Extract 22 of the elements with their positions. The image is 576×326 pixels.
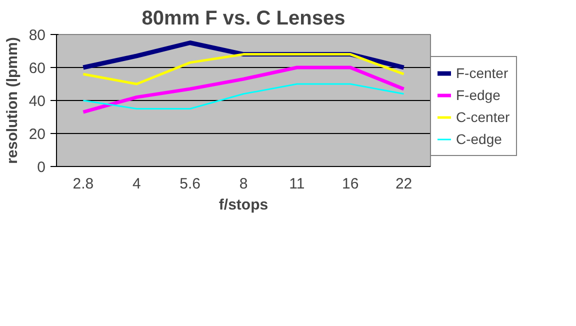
x-tick-label: 2.8: [72, 176, 94, 192]
legend-label: C-center: [456, 109, 510, 125]
y-tick-label: 60: [28, 60, 46, 77]
y-tick-label: 20: [28, 126, 46, 143]
legend-label: C-edge: [456, 131, 502, 147]
line-series: [82, 53, 406, 86]
x-tick-label: 8: [239, 176, 248, 192]
x-tick-label: 5.6: [180, 176, 201, 192]
x-tick-label: 4: [132, 176, 141, 192]
y-tick-label: 80: [28, 27, 46, 44]
legend-label: F-edge: [456, 87, 500, 103]
x-tick-label: 11: [289, 176, 305, 192]
chart-title: 80mm F vs. C Lenses: [142, 8, 346, 30]
y-tick-label: 40: [28, 93, 46, 110]
legend-label: F-center: [456, 65, 508, 81]
line-series: [82, 83, 405, 110]
line-series: [81, 66, 406, 114]
x-tick-label: 22: [395, 176, 412, 192]
x-tick-label: 16: [342, 176, 359, 192]
x-axis-title: f/stops: [218, 196, 268, 214]
y-tick-label: 0: [37, 159, 46, 176]
y-axis-title: resolution (lpmm): [4, 37, 21, 164]
